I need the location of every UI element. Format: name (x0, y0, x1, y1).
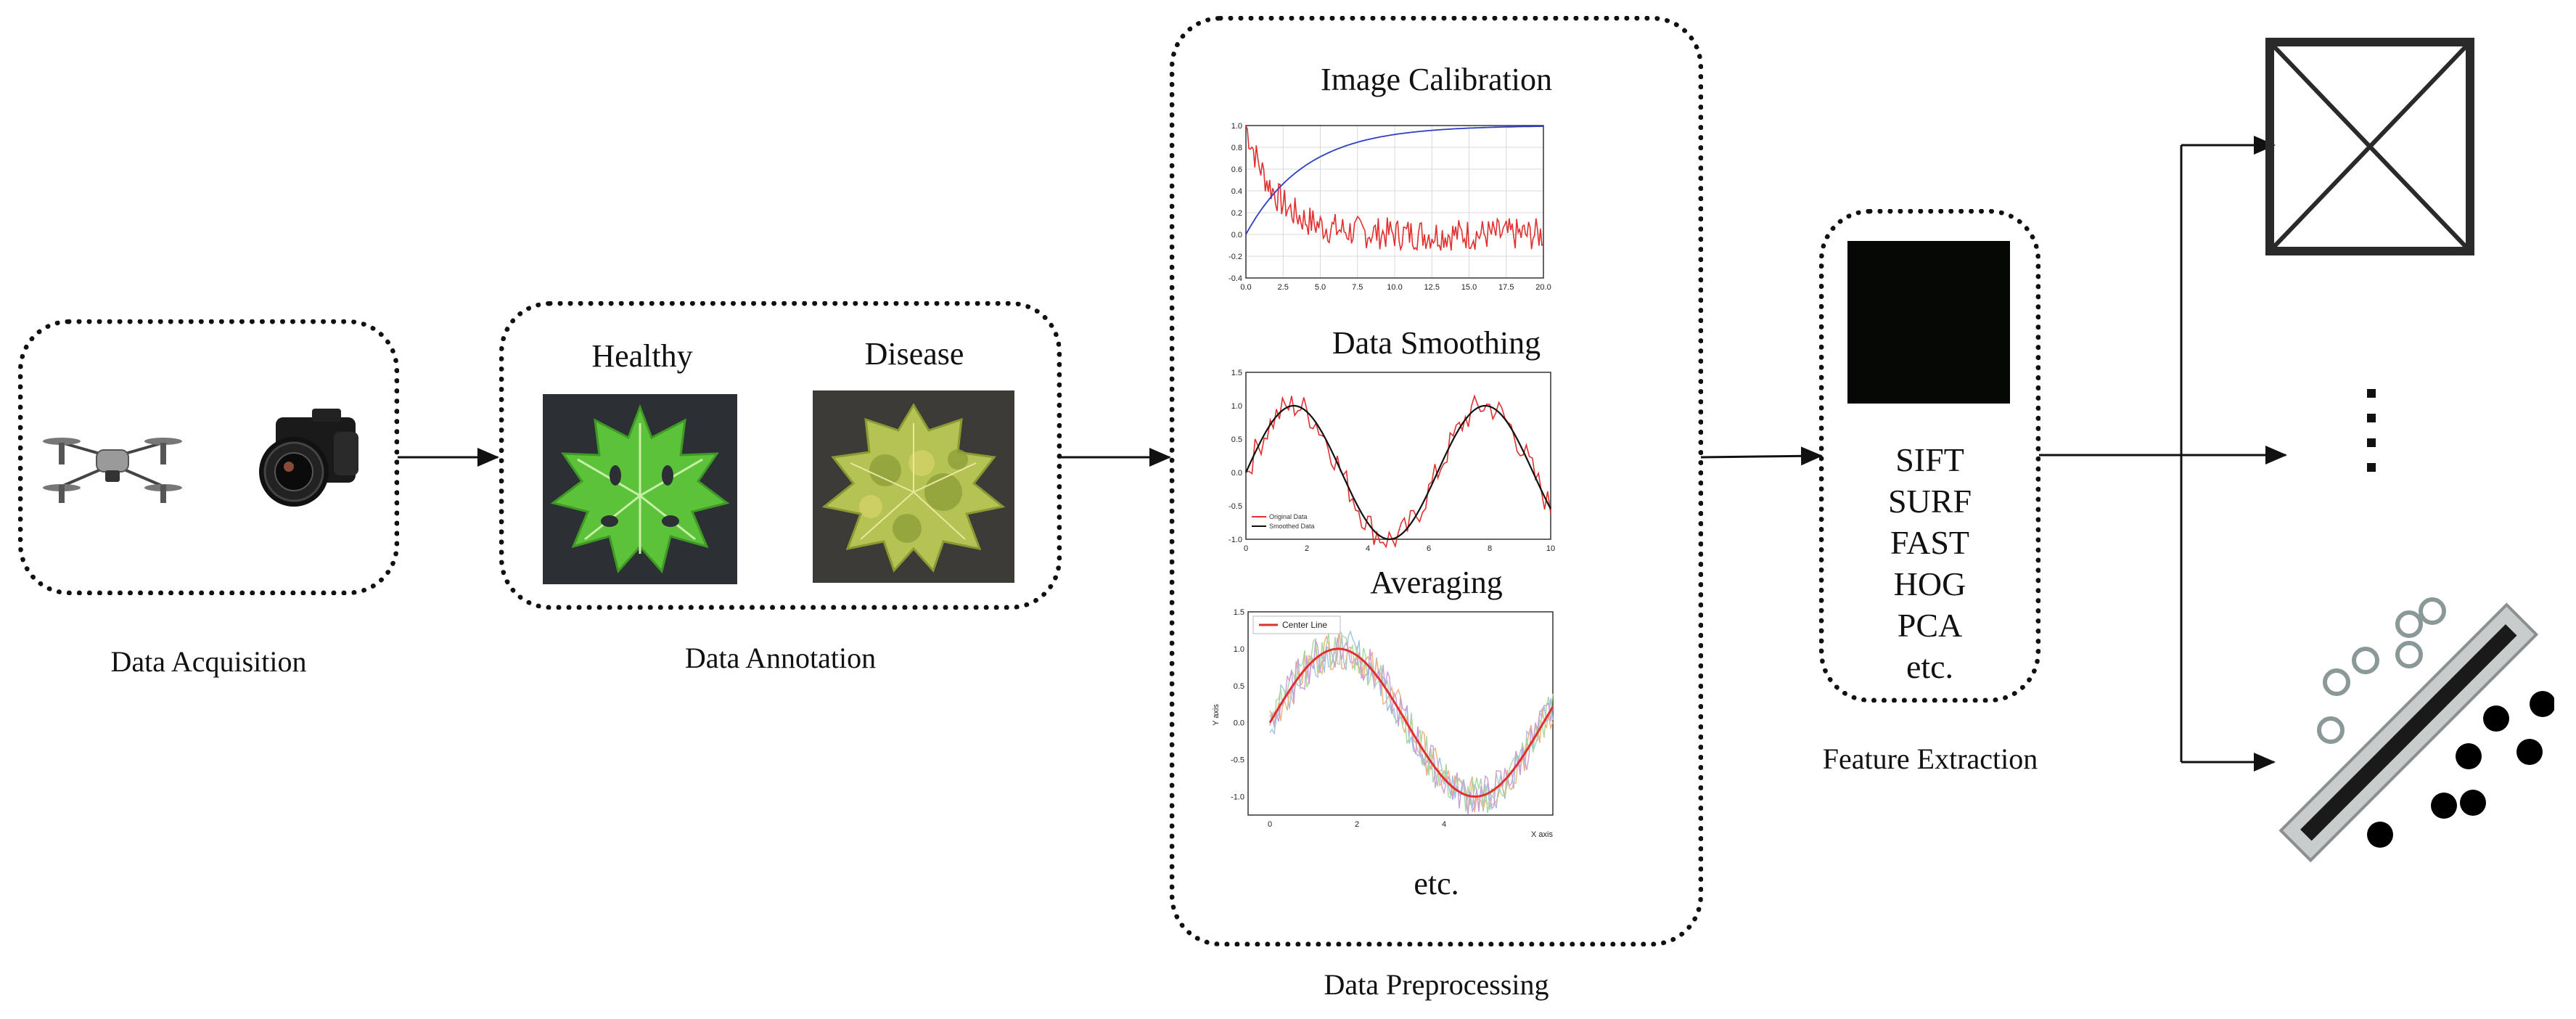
averaging-noisy-series-2 (1269, 628, 1554, 814)
plot-frame (1247, 611, 1554, 816)
x-tick-label-1: 2 (1355, 820, 1359, 829)
x-tick-label-2: 5.0 (1315, 283, 1326, 292)
y-tick-label-3: 0.0 (1231, 469, 1242, 478)
y-tick-label-1: 1.0 (1234, 645, 1244, 654)
preprocessing-etc-label: etc. (1414, 866, 1459, 901)
y-tick-label-0: 1.5 (1234, 608, 1244, 617)
y-tick-label-0: 1.0 (1231, 122, 1242, 131)
x-tick-label-3: 6 (1427, 544, 1431, 553)
healthy-label: Healthy (591, 338, 693, 374)
y-tick-label-4: -0.5 (1231, 756, 1244, 765)
method-surf: SURF (1887, 483, 1972, 520)
arrow-preprocessing-to-features (1700, 446, 1823, 466)
annotation-box (499, 301, 1062, 610)
healthy-leaf-image (543, 394, 737, 584)
x-tick-label-4: 8 (1488, 544, 1492, 553)
averaging-title: Averaging (1370, 565, 1503, 600)
acquisition-box (18, 319, 399, 595)
crossed-box-icon (2265, 38, 2474, 255)
annotation-label: Data Annotation (684, 642, 877, 674)
x-tick-label-8: 20.0 (1535, 283, 1551, 292)
calibration-title: Image Calibration (1321, 62, 1552, 97)
y-tick-label-4: 0.2 (1231, 209, 1242, 218)
camera-icon (259, 409, 358, 507)
drone-icon (43, 438, 182, 503)
x-tick-label-7: 17.5 (1498, 283, 1514, 292)
y-tick-label-5: -1.0 (1228, 536, 1242, 544)
legend-label-center: Center Line (1282, 620, 1327, 630)
y-tick-label-5: -1.0 (1231, 793, 1244, 802)
calibration-red-series (1245, 126, 1544, 252)
y-tick-label-1: 1.0 (1231, 402, 1242, 411)
method-etc: etc. (1906, 648, 1954, 685)
method-pca: PCA (1897, 607, 1963, 644)
y-tick-label-2: 0.5 (1231, 435, 1242, 444)
plot-frame (1245, 372, 1551, 540)
smoothing-original-series (1245, 394, 1551, 549)
feature-image (1847, 241, 2010, 404)
averaging-center-line (1268, 647, 1554, 798)
y-tick-label-3: 0.0 (1234, 719, 1244, 728)
x-tick-label-5: 12.5 (1424, 283, 1440, 292)
vertical-ellipsis-icon (2367, 389, 2376, 472)
y-tick-label-4: -0.5 (1228, 502, 1242, 511)
feature-extraction-label: Feature Extraction (1822, 742, 2038, 775)
x-tick-label-2: 4 (1366, 544, 1370, 553)
smoothing-title: Data Smoothing (1332, 325, 1541, 361)
y-tick-label-0: 1.5 (1231, 369, 1242, 377)
y-axis-label: Y axis (1212, 704, 1221, 726)
smoothing-chart: 0 2 4 6 8 10 1.5 1.0 0.5 0.0 -0.5 -1.0 Original Data… (1228, 369, 1555, 553)
plot-frame (1245, 125, 1544, 279)
y-tick-label-3: 0.4 (1231, 187, 1242, 196)
y-tick-label-1: 0.8 (1231, 144, 1242, 152)
x-axis-label: X axis (1531, 830, 1553, 839)
x-tick-label-0: 0 (1244, 544, 1248, 553)
legend-label-original: Original Data (1269, 513, 1308, 520)
x-tick-label-0: 0 (1268, 820, 1272, 829)
disease-leaf-image (813, 390, 1014, 583)
x-tick-label-2: 4 (1442, 820, 1446, 829)
method-fast: FAST (1890, 524, 1970, 561)
feature-methods-list: SIFT SURF FAST HOG PCA etc. (1819, 439, 2040, 687)
arrow-features-to-outputs (2039, 136, 2287, 772)
feature-extraction-box (1819, 209, 2040, 703)
y-tick-label-6: -0.2 (1228, 253, 1242, 261)
averaging-chart: 0 2 4 1.5 1.0 0.5 0.0 -0.5 -1.0 Center Line X axis… (1212, 608, 1554, 839)
disease-label: Disease (864, 336, 964, 372)
method-sift: SIFT (1895, 441, 1964, 478)
y-tick-label-5: 0.0 (1231, 231, 1242, 240)
y-tick-label-7: -0.4 (1228, 274, 1242, 283)
y-tick-label-2: 0.6 (1231, 165, 1242, 174)
x-tick-label-0: 0.0 (1240, 283, 1251, 292)
calibration-blue-series (1245, 126, 1543, 235)
calibration-chart: 0.0 2.5 5.0 7.5 10.0 12.5 15.0 17.5 20.0 1.0 0.8 0.… (1228, 122, 1551, 292)
legend-label-smoothed: Smoothed Data (1269, 523, 1315, 530)
y-tick-label-2: 0.5 (1234, 682, 1244, 691)
acquisition-label: Data Acquisition (110, 645, 307, 678)
x-tick-label-4: 10.0 (1387, 283, 1402, 292)
x-tick-label-5: 10 (1546, 544, 1555, 553)
method-hog: HOG (1893, 565, 1966, 602)
preprocessing-box (1170, 16, 1703, 946)
svm-separator-icon (2278, 597, 2554, 863)
preprocessing-label: Data Preprocessing (1324, 968, 1549, 1001)
x-tick-label-6: 15.0 (1461, 283, 1477, 292)
x-tick-label-1: 2.5 (1278, 283, 1289, 292)
x-tick-label-1: 2 (1305, 544, 1309, 553)
x-tick-label-3: 7.5 (1352, 283, 1363, 292)
smoothing-smoothed-series (1244, 404, 1551, 541)
